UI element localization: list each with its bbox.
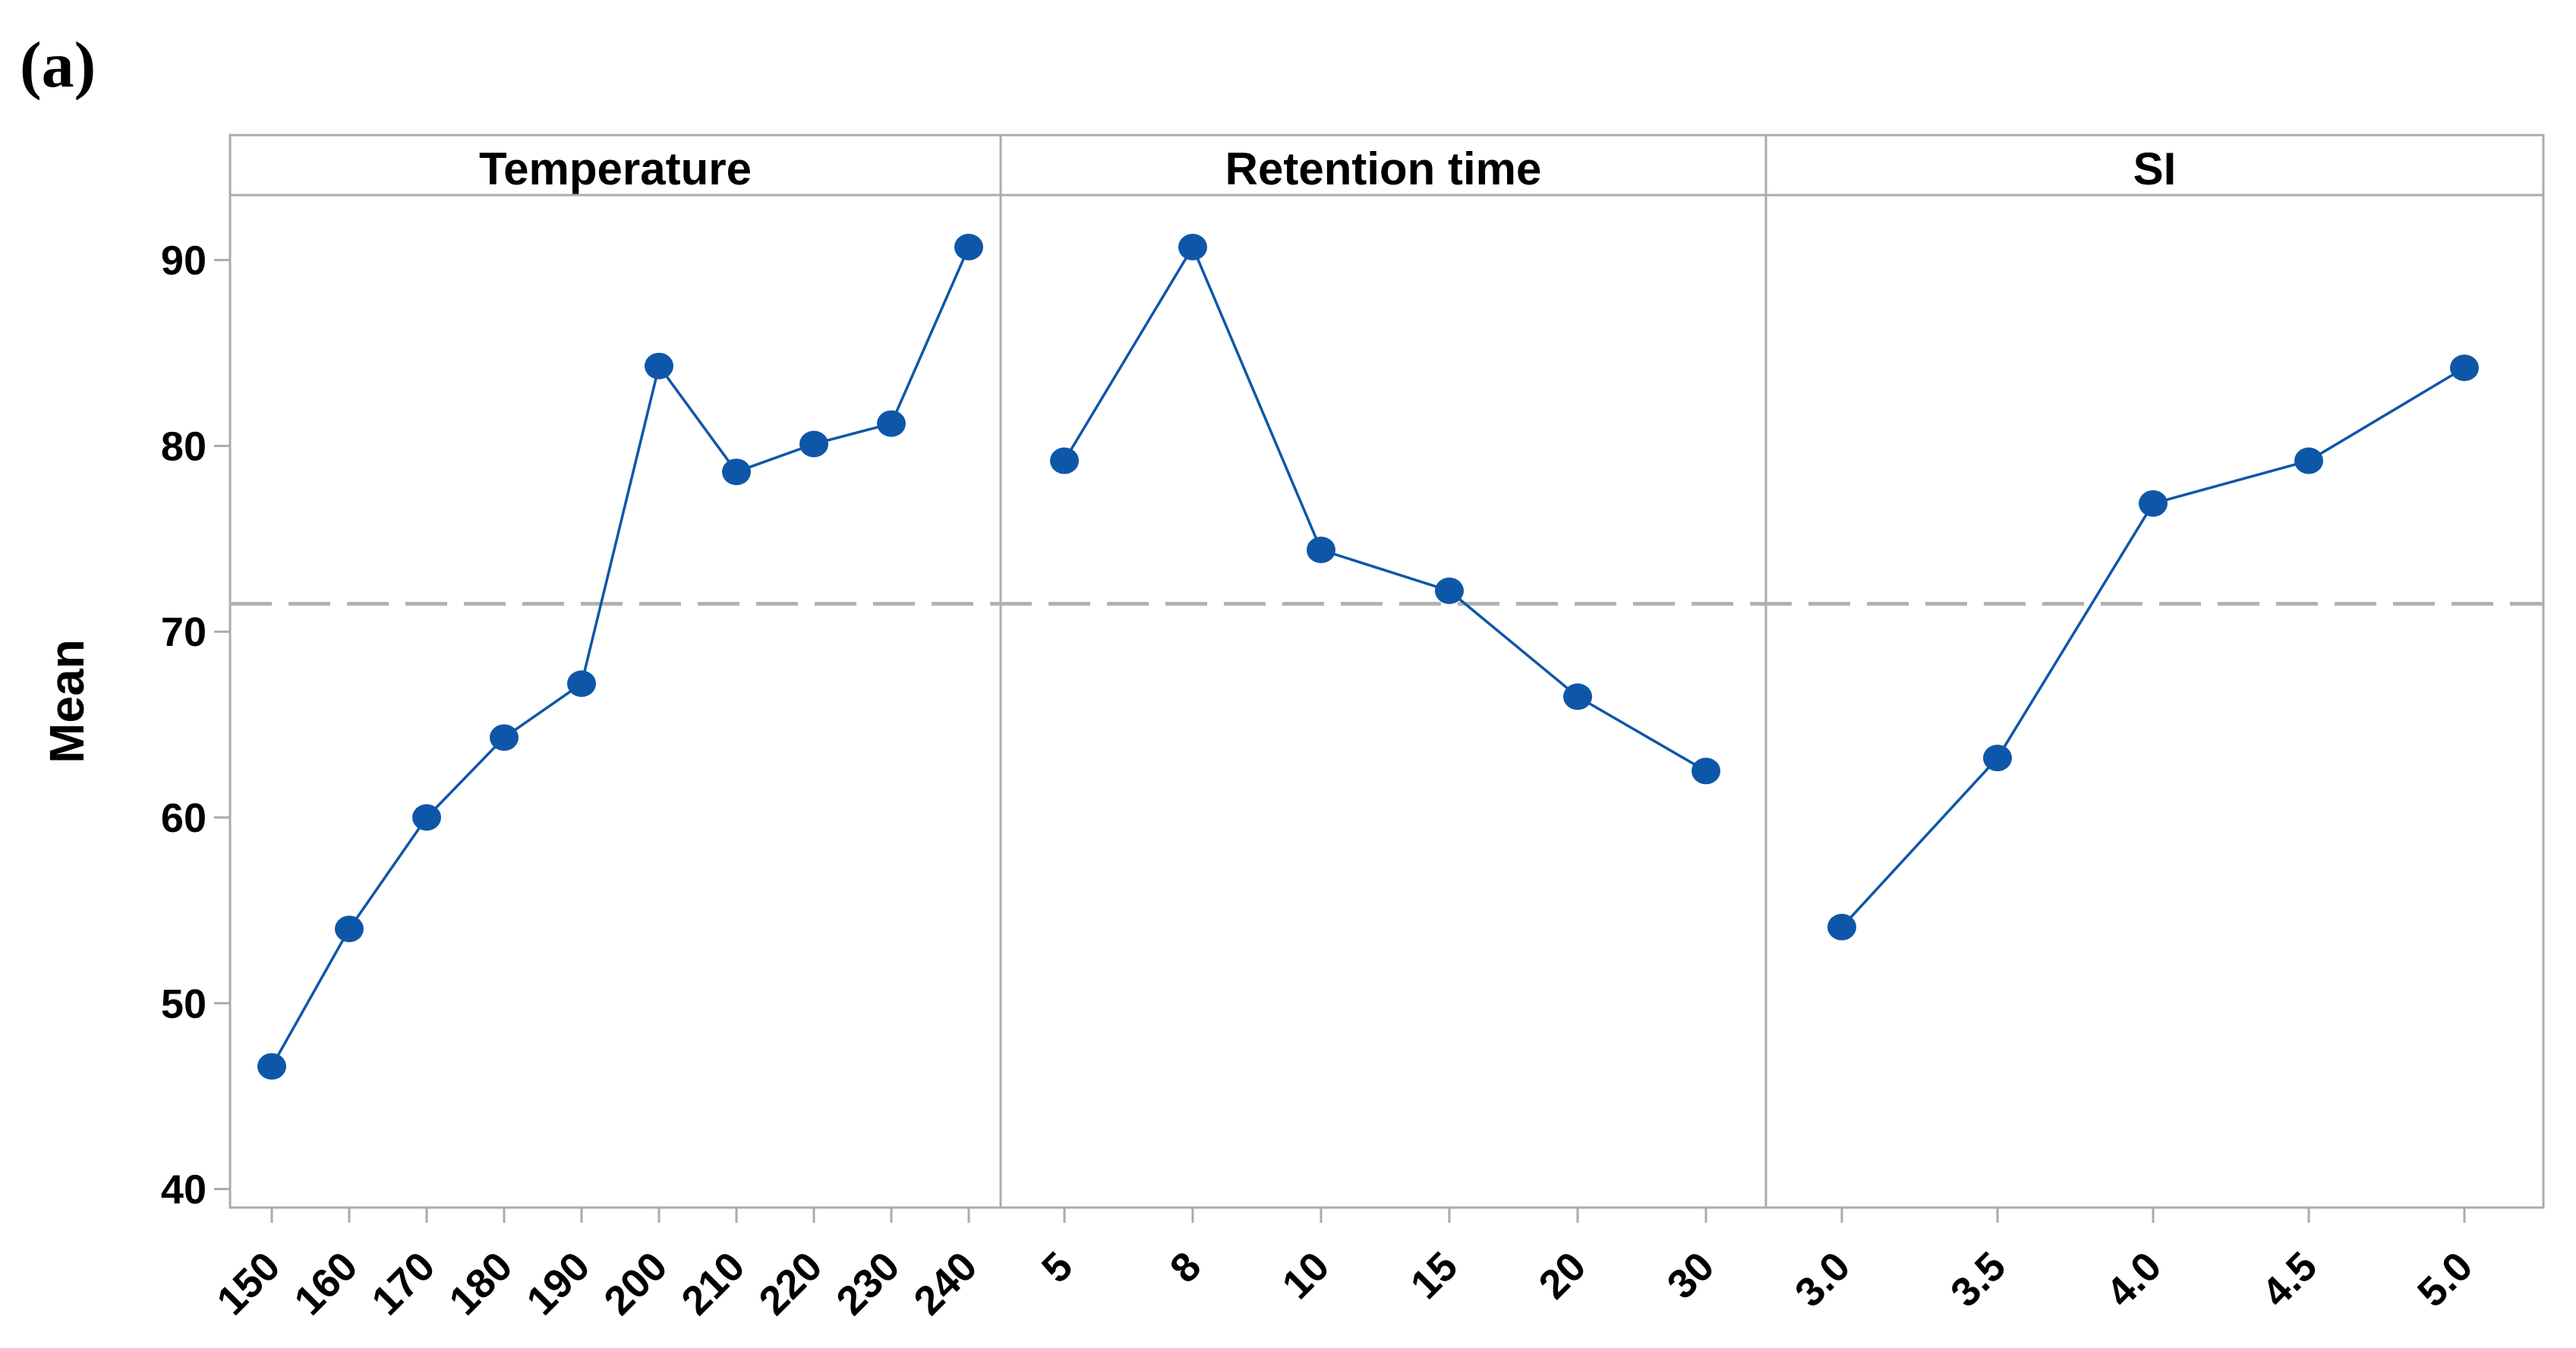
x-tick-label: 30	[1659, 1243, 1723, 1308]
data-point	[799, 430, 828, 458]
data-point	[1307, 537, 1335, 564]
data-point	[1692, 757, 1720, 785]
data-point	[1983, 745, 2012, 772]
x-tick-label: 4.5	[2253, 1243, 2326, 1316]
data-point	[877, 410, 906, 437]
panel-si: SI 3.0 3.5 4.0 4.5 5.0	[1786, 143, 2482, 1316]
x-tick-label: 3.5	[1942, 1243, 2015, 1316]
series-line	[1840, 367, 2465, 928]
x-tick-label: 190	[518, 1243, 598, 1324]
data-point	[1050, 447, 1079, 474]
data-point	[567, 670, 596, 698]
data-point	[490, 724, 519, 751]
x-tick-label: 230	[828, 1243, 908, 1324]
x-tick-label: 4.0	[2098, 1243, 2171, 1316]
x-tick-label: 15	[1402, 1243, 1467, 1308]
y-tick-label: 60	[161, 795, 207, 841]
y-tick-label: 40	[161, 1167, 207, 1213]
data-point	[954, 234, 983, 261]
series-line	[1063, 245, 1707, 773]
data-point	[335, 915, 364, 943]
y-axis: 40 50 60 70 80 90	[161, 238, 230, 1213]
y-tick-label: 50	[161, 981, 207, 1027]
data-point	[2450, 354, 2479, 382]
data-point	[1435, 577, 1464, 604]
y-axis-title: Mean	[39, 639, 94, 764]
y-tick-label: 80	[161, 424, 207, 469]
x-tick-label: 180	[440, 1243, 521, 1324]
data-point	[412, 804, 441, 831]
y-tick-label: 70	[161, 609, 207, 655]
y-tick-label: 90	[161, 238, 207, 284]
data-point	[257, 1053, 286, 1080]
data-point	[722, 458, 751, 486]
x-tick-label: 160	[285, 1243, 366, 1324]
x-tick-label: 3.0	[1786, 1243, 1859, 1316]
x-tick-label: 220	[750, 1243, 831, 1324]
data-point	[2139, 490, 2168, 517]
data-point	[1563, 683, 1592, 710]
x-tick-label: 20	[1531, 1243, 1595, 1308]
data-point	[1827, 913, 1856, 940]
x-tick-label: 210	[673, 1243, 753, 1324]
data-point	[1178, 234, 1207, 261]
data-point	[645, 352, 673, 380]
figure-label: (a)	[20, 28, 96, 101]
panel-title: SI	[2133, 143, 2177, 194]
x-tick-label: 5	[1033, 1243, 1082, 1292]
data-point	[2294, 447, 2323, 474]
x-tick-label: 8	[1162, 1243, 1210, 1292]
x-tick-label: 150	[208, 1243, 288, 1324]
plot-frame	[229, 134, 2545, 1209]
x-tick-label: 200	[595, 1243, 676, 1324]
panel-title: Retention time	[1225, 143, 1542, 194]
panel-temperature: Temperature 15016017018019020021022023024…	[208, 143, 985, 1324]
panel-title: Temperature	[479, 143, 752, 194]
panel-retention-time: Retention time 5 8 10 15 20 30	[1033, 143, 1723, 1308]
series-line	[270, 246, 970, 1067]
x-tick-label: 240	[905, 1243, 985, 1324]
x-tick-label: 10	[1274, 1243, 1338, 1308]
x-tick-label: 170	[363, 1243, 443, 1324]
x-tick-label: 5.0	[2409, 1243, 2482, 1316]
